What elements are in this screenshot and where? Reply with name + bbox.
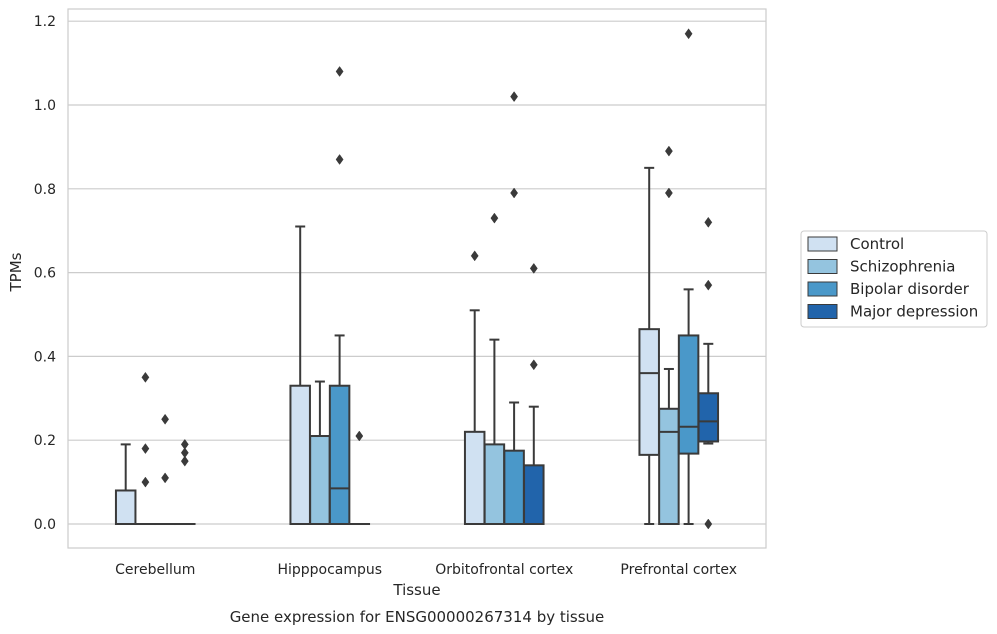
box	[503, 449, 525, 525]
box-group	[638, 166, 660, 525]
x-tick-label: Prefrontal cortex	[620, 562, 737, 578]
x-axis-label: Tissue	[392, 581, 440, 599]
box	[658, 407, 680, 525]
legend-label: Major depression	[850, 303, 978, 321]
y-tick-label: 0.2	[34, 433, 56, 449]
x-tick-label: Orbitofrontal cortex	[435, 562, 573, 578]
legend-frame	[800, 230, 988, 328]
x-tick-labels: Cerebellum Hipppocampus Orbitofrontal cort…	[115, 562, 737, 578]
box-group	[483, 212, 506, 526]
box-group	[697, 216, 720, 530]
box-group	[328, 66, 351, 526]
legend-label: Control	[850, 235, 904, 253]
legend-swatch	[807, 259, 838, 274]
box	[697, 392, 720, 443]
box-group	[523, 262, 545, 525]
legend-swatch	[807, 281, 838, 297]
chart-caption: Gene expression for ENSG00000267314 by t…	[230, 608, 605, 626]
box	[289, 384, 311, 526]
box	[523, 464, 545, 525]
outlier-point	[161, 472, 170, 484]
outlier-point	[529, 359, 538, 371]
boxes	[114, 28, 720, 530]
legend-label: Schizophrenia	[850, 258, 955, 276]
outlier-point	[470, 250, 479, 262]
box-group	[289, 225, 311, 526]
box	[328, 384, 351, 526]
box-group	[348, 430, 371, 526]
box	[463, 430, 486, 526]
box	[483, 443, 506, 526]
outlier-point	[355, 430, 364, 442]
outlier-point	[335, 66, 344, 77]
outlier-point	[141, 476, 150, 488]
box-group	[463, 250, 486, 526]
outlier-point	[664, 145, 673, 157]
outlier-point	[510, 91, 519, 103]
legend-swatch	[807, 304, 838, 319]
plot-frame	[67, 8, 767, 549]
box-group	[114, 443, 137, 526]
outlier-point	[510, 187, 519, 199]
outlier-point	[684, 28, 693, 40]
y-axis-label: TPMs	[7, 252, 25, 292]
box	[309, 435, 331, 526]
y-tick-label: 1.0	[34, 98, 56, 114]
outlier-point	[529, 262, 538, 274]
box-group	[503, 91, 525, 525]
outlier-point	[664, 187, 673, 199]
outlier-point	[180, 455, 189, 467]
outlier-point	[141, 443, 150, 455]
outlier-point	[161, 413, 170, 425]
y-tick-label: 0.4	[34, 349, 56, 365]
outlier-point	[704, 216, 713, 228]
legend-swatch	[807, 236, 838, 252]
y-tick-label: 0.0	[34, 517, 56, 533]
y-tick-label: 0.6	[34, 266, 56, 282]
legend: Control Schizophrenia Bipolar disorder Majo…	[800, 230, 988, 328]
outlier-point	[141, 371, 150, 383]
y-tick-labels: 0.0 0.2 0.4 0.6 0.8 1.0 1.2	[34, 14, 56, 533]
box-group	[174, 438, 196, 526]
outlier-point	[704, 279, 713, 291]
y-tick-label: 0.8	[34, 182, 56, 198]
box-group	[134, 371, 157, 526]
outlier-point	[490, 212, 499, 224]
legend-label: Bipolar disorder	[850, 280, 970, 298]
box	[114, 489, 137, 526]
outlier-point	[704, 518, 713, 530]
box	[677, 334, 700, 455]
x-tick-label: Hipppocampus	[277, 562, 382, 578]
box	[638, 328, 660, 456]
box-group	[309, 380, 331, 526]
outlier-point	[335, 154, 344, 165]
box-group	[677, 28, 700, 525]
box-group	[154, 413, 176, 526]
box-group	[658, 145, 680, 525]
y-tick-label: 1.2	[34, 14, 56, 30]
x-tick-label: Cerebellum	[115, 562, 195, 578]
